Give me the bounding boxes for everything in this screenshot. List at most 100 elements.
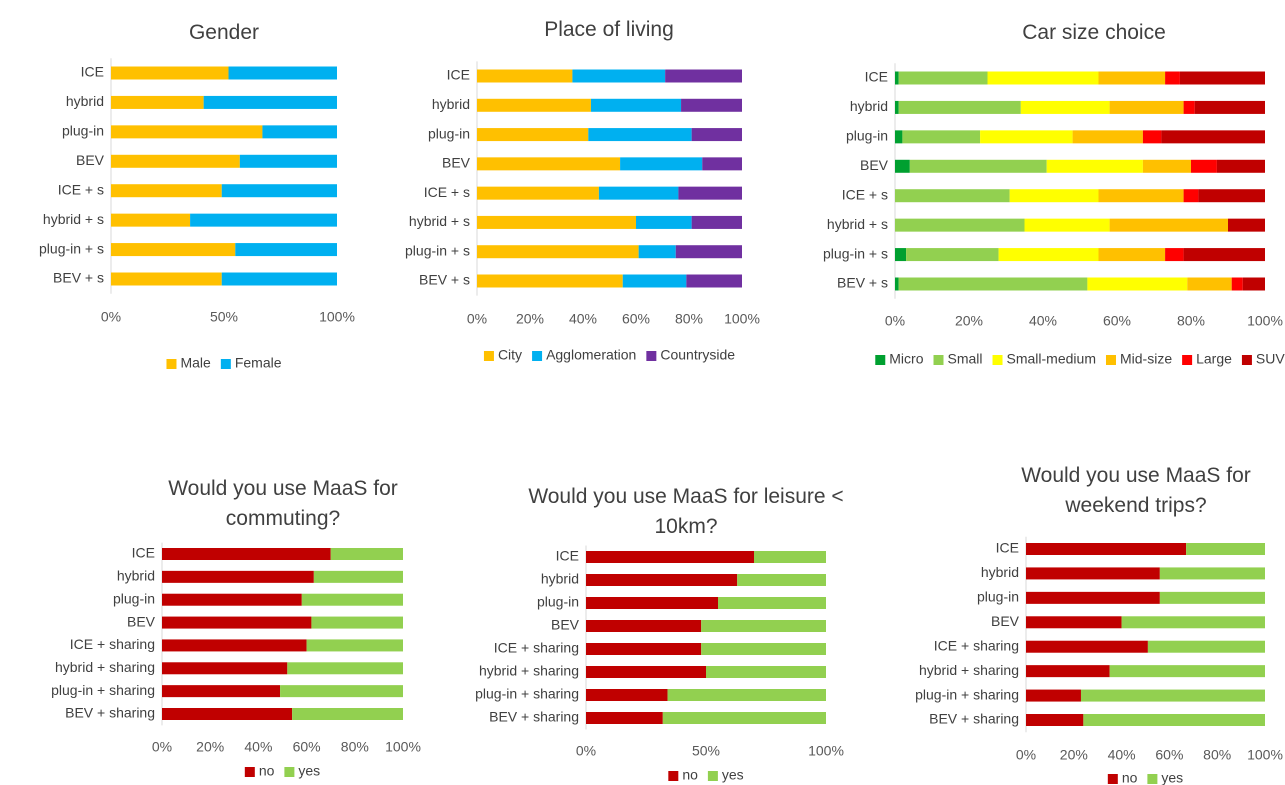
x-tick-label: 100%: [808, 743, 844, 759]
legend-label: yes: [722, 767, 744, 783]
bar-segment: [588, 128, 692, 142]
bar-segment: [1020, 100, 1110, 114]
bar-segment: [895, 130, 903, 144]
bar-segment: [477, 69, 573, 83]
bar-segment: [1165, 71, 1180, 85]
legend-swatch: [244, 767, 255, 777]
bar-segment: [1026, 591, 1160, 604]
bar-segment: [477, 186, 599, 200]
category-label: BEV: [991, 613, 1020, 629]
x-tick-label: 100%: [385, 739, 421, 755]
category-label: hybrid: [432, 96, 470, 112]
bar-segment: [1109, 100, 1184, 114]
bar-segment: [667, 689, 826, 701]
bar-segment: [998, 248, 1099, 262]
bar-segment: [586, 666, 706, 678]
bar-segment: [111, 272, 222, 286]
bar-segment: [311, 616, 403, 629]
x-tick-label: 40%: [244, 739, 272, 755]
x-tick-label: 60%: [622, 311, 650, 327]
legend-label: Small-medium: [1007, 351, 1096, 367]
bar-segment: [898, 71, 988, 85]
bar-segment: [280, 685, 403, 698]
category-label: hybrid: [850, 98, 888, 114]
bar-segment: [1191, 159, 1217, 173]
bar-segment: [477, 274, 623, 288]
bar-segment: [620, 157, 703, 171]
category-label: plug-in: [62, 123, 104, 139]
bar-segment: [477, 157, 621, 171]
category-label: BEV + s: [419, 272, 470, 288]
x-tick-label: 60%: [1103, 313, 1131, 329]
legend-swatch: [933, 355, 944, 365]
chart-title: Would you use MaaS for leisure < 10km?: [528, 485, 844, 538]
category-label: BEV: [127, 613, 156, 629]
x-tick-label: 0%: [576, 743, 596, 759]
category-label: ICE: [996, 540, 1019, 556]
legend-label: yes: [298, 763, 320, 779]
x-tick-label: 0%: [467, 311, 487, 327]
category-label: ICE + s: [842, 186, 888, 202]
bar-segment: [203, 95, 337, 109]
category-label: hybrid + sharing: [55, 659, 155, 675]
bar-segment: [1242, 277, 1265, 291]
x-tick-label: 20%: [196, 739, 224, 755]
category-label: BEV + sharing: [929, 711, 1019, 727]
bar-segment: [111, 184, 222, 198]
bar-segment: [162, 548, 331, 560]
bar-segment: [681, 98, 742, 112]
category-label: ICE + sharing: [934, 637, 1019, 653]
bar-segment: [1121, 616, 1265, 629]
bar-segment: [980, 130, 1073, 144]
chart-title: Gender: [188, 21, 260, 44]
x-tick-label: 80%: [341, 739, 369, 755]
bar-segment: [1198, 189, 1265, 203]
bar-segment: [718, 597, 826, 609]
bar-segment: [1187, 277, 1232, 291]
chart-title: Would you use MaaS for commuting?: [168, 477, 398, 530]
bar-segment: [586, 551, 754, 563]
bar-segment: [686, 274, 742, 288]
category-label: ICE + sharing: [70, 636, 155, 652]
x-tick-label: 40%: [1108, 747, 1136, 763]
bar-segment: [702, 157, 742, 171]
bar-segment: [701, 620, 826, 632]
bar-segment: [1026, 567, 1160, 580]
bar-segment: [1072, 130, 1143, 144]
category-label: ICE: [556, 548, 579, 564]
bar-segment: [1142, 130, 1162, 144]
legend-label: Micro: [889, 351, 923, 367]
category-label: plug-in + sharing: [51, 682, 155, 698]
bar-segment: [313, 570, 403, 583]
bar-segment: [586, 620, 702, 632]
bar-segment: [1046, 159, 1143, 173]
x-tick-label: 0%: [152, 739, 172, 755]
bar-segment: [895, 248, 907, 262]
bar-segment: [636, 215, 692, 229]
x-tick-label: 60%: [293, 739, 321, 755]
category-label: BEV + sharing: [489, 709, 579, 725]
bar-segment: [895, 277, 899, 291]
x-tick-label: 40%: [569, 311, 597, 327]
legend-swatch: [646, 351, 657, 361]
bar-segment: [1147, 640, 1265, 653]
x-tick-label: 80%: [1177, 313, 1205, 329]
bar-segment: [1024, 218, 1110, 232]
bar-segment: [1183, 100, 1195, 114]
bar-segment: [301, 593, 403, 606]
category-label: ICE: [81, 64, 104, 80]
category-label: hybrid: [541, 571, 579, 587]
legend-swatch: [532, 351, 543, 361]
bar-segment: [111, 213, 191, 227]
bar-segment: [1216, 159, 1265, 173]
legend-swatch: [220, 359, 231, 369]
bar-segment: [638, 245, 676, 259]
bar-segment: [162, 708, 293, 720]
bar-segment: [691, 215, 742, 229]
bar-segment: [586, 643, 702, 655]
bar-segment: [1098, 71, 1166, 85]
bar-segment: [572, 69, 666, 83]
legend-label: Small: [948, 351, 983, 367]
